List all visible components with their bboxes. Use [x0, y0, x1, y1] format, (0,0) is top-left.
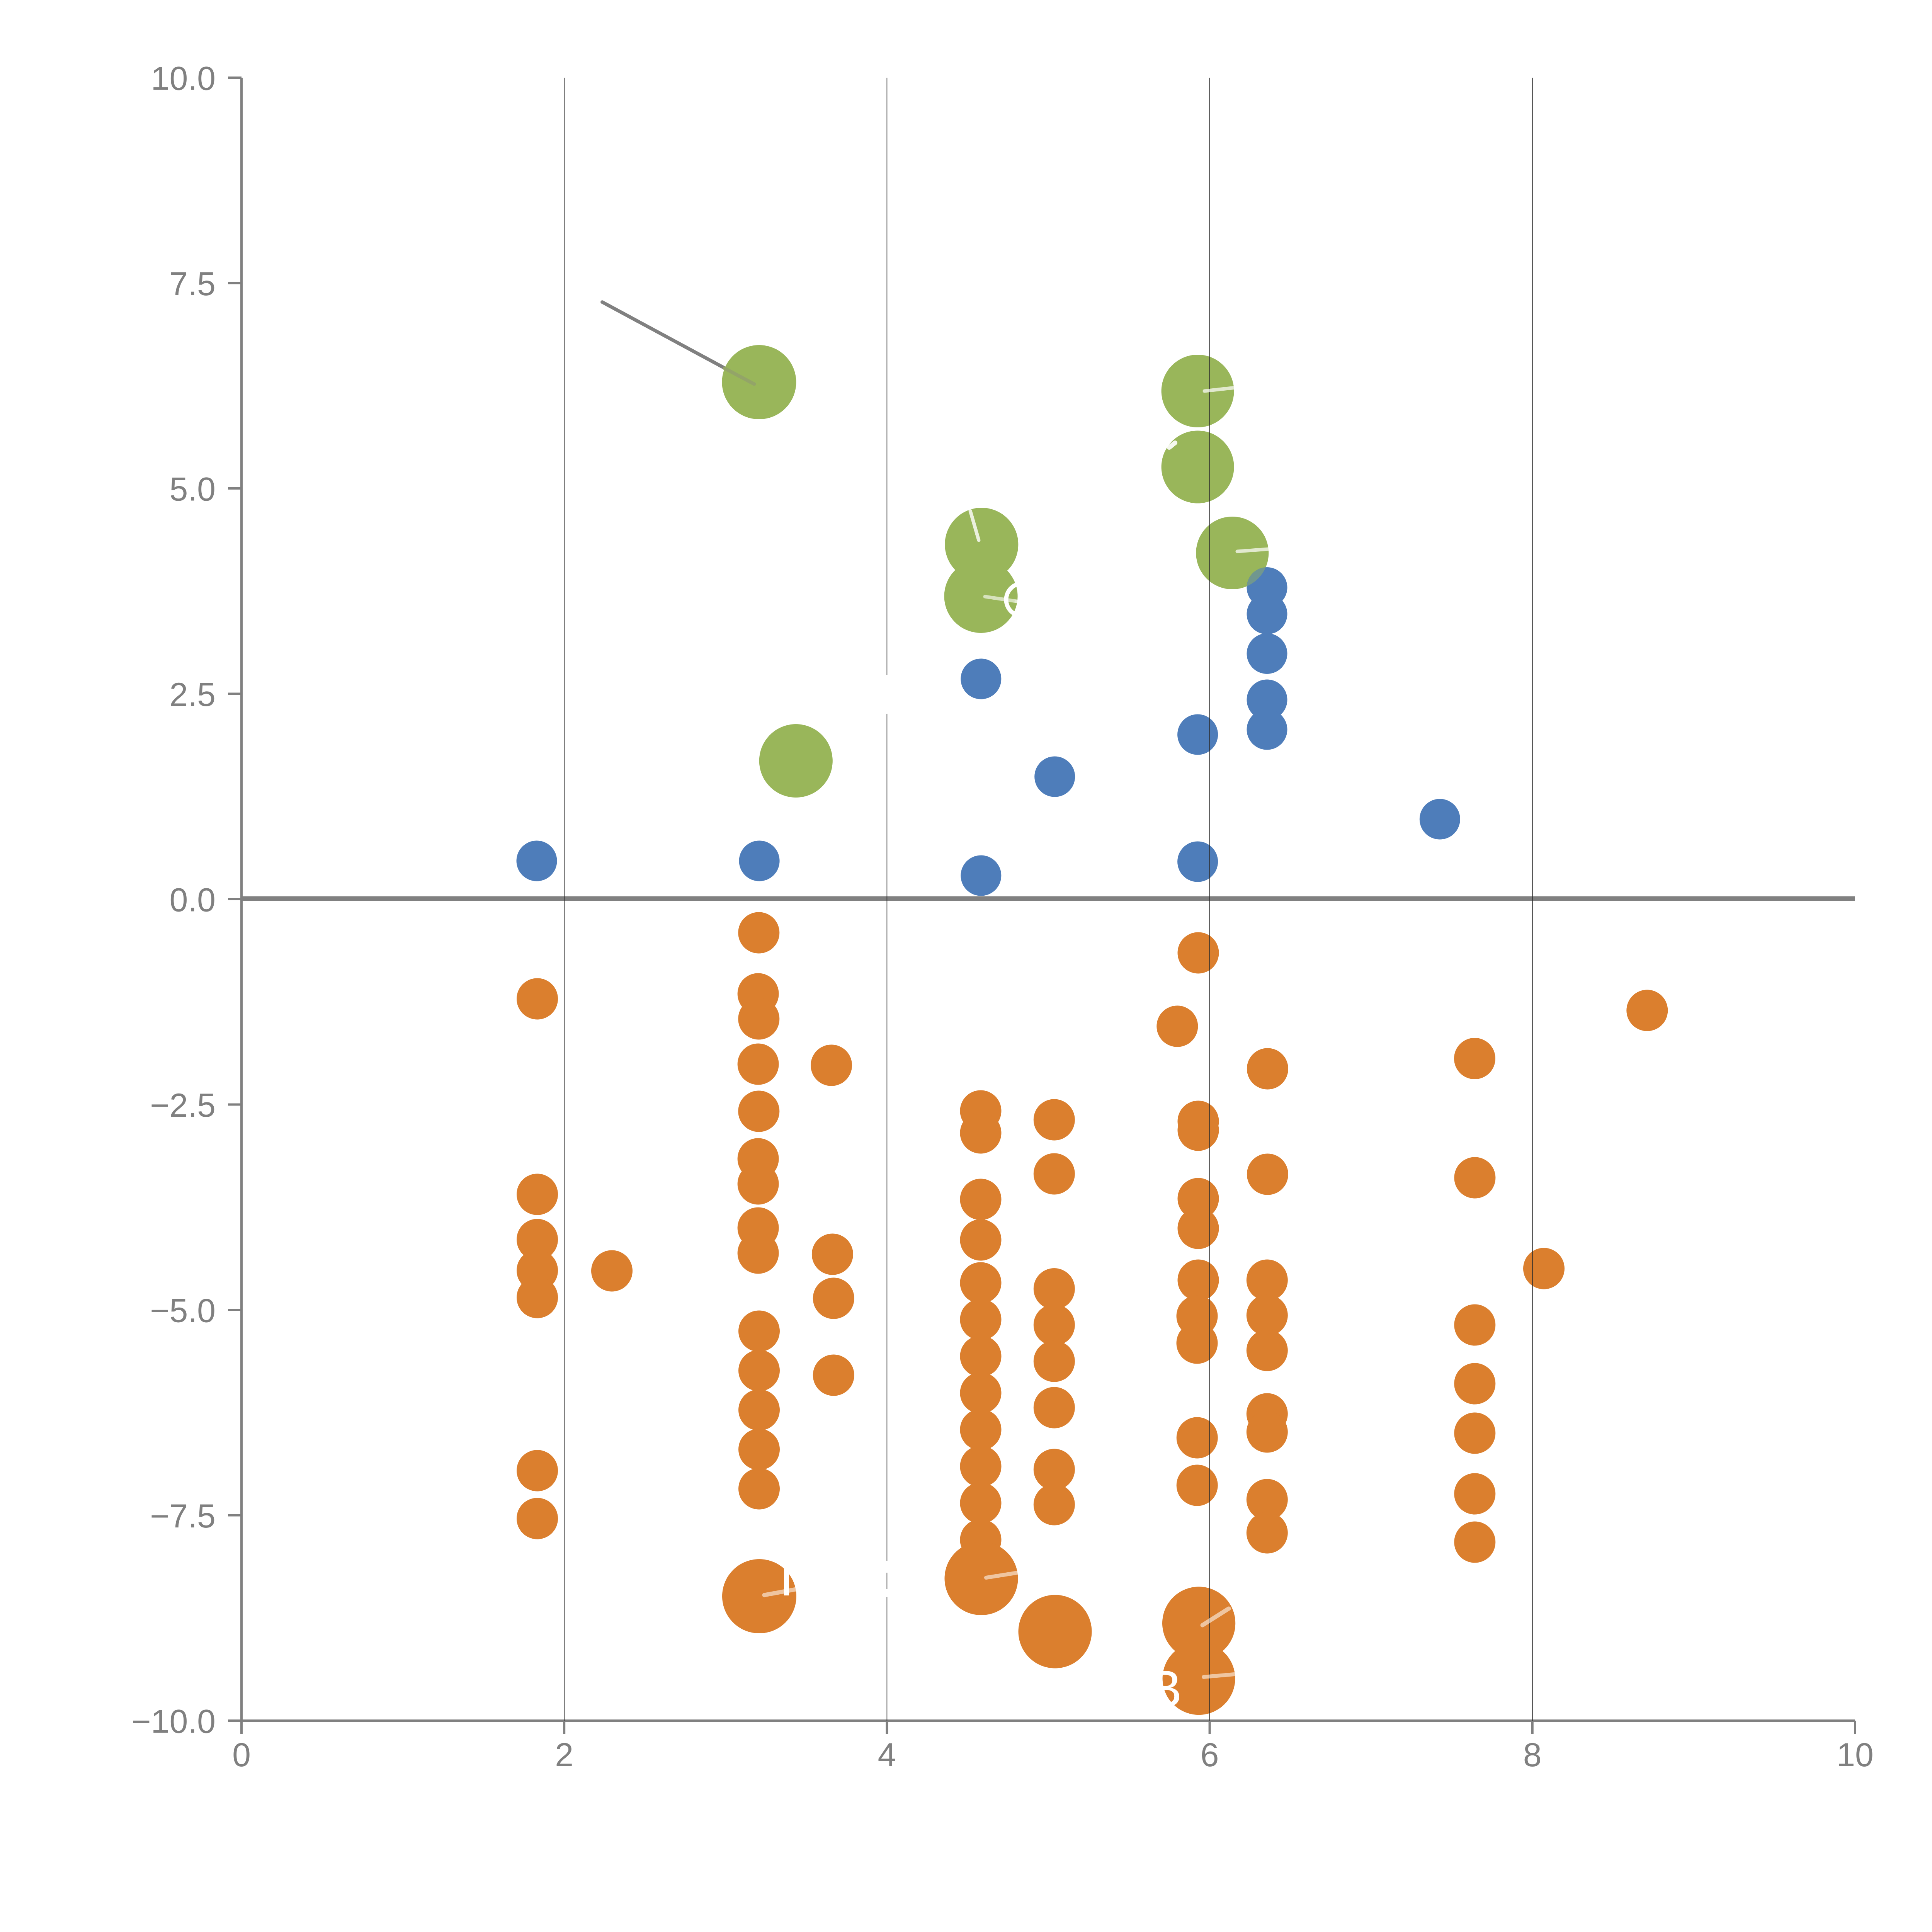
- svg-text:4: 4: [878, 1736, 896, 1774]
- svg-text:7.5: 7.5: [169, 265, 216, 303]
- svg-text:2.5: 2.5: [169, 676, 216, 713]
- svg-text:−10.0: −10.0: [131, 1703, 216, 1740]
- svg-text:6: 6: [1201, 1736, 1219, 1774]
- svg-text:10.0: 10.0: [151, 60, 216, 97]
- svg-text:0.0: 0.0: [169, 882, 216, 919]
- svg-text:5.0: 5.0: [169, 471, 216, 508]
- svg-text:2: 2: [555, 1736, 573, 1774]
- svg-text:−7.5: −7.5: [150, 1498, 216, 1535]
- svg-text:0: 0: [232, 1736, 251, 1774]
- svg-text:8: 8: [1523, 1736, 1542, 1774]
- svg-text:−2.5: −2.5: [150, 1087, 216, 1124]
- svg-text:−5.0: −5.0: [150, 1293, 216, 1330]
- svg-text:B: B: [1147, 1660, 1182, 1718]
- svg-text:10: 10: [1837, 1736, 1874, 1774]
